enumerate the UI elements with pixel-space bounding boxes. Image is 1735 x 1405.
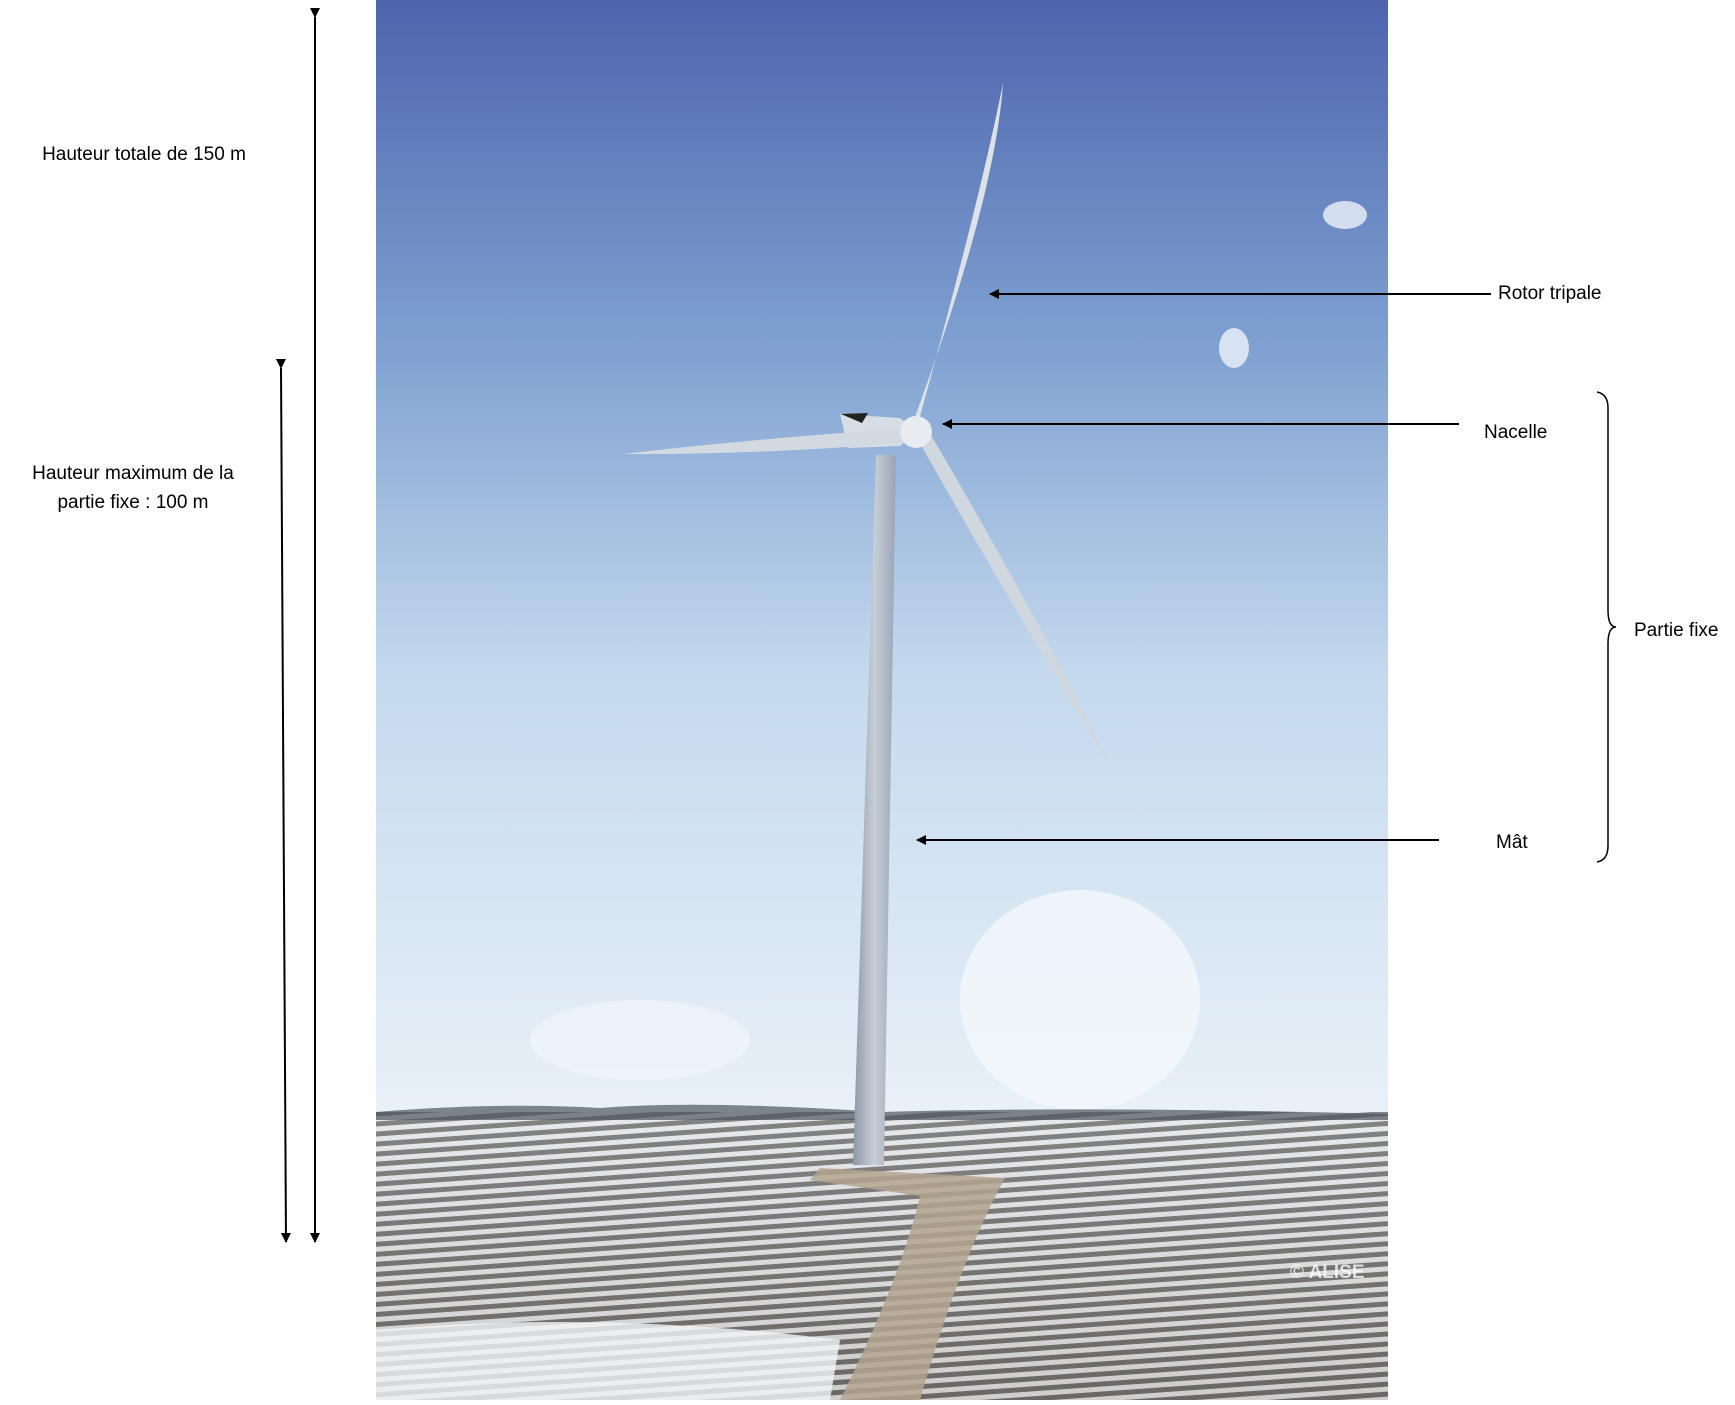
fixed-height-label: Hauteur maximum de la bbox=[32, 463, 234, 484]
nacelle-label: Nacelle bbox=[1484, 422, 1547, 443]
rotor-label: Rotor tripale bbox=[1498, 283, 1602, 304]
wind-turbine bbox=[623, 83, 1110, 1165]
fixed-height-label: partie fixe : 100 m bbox=[57, 492, 208, 513]
photo-credit: © ALISE bbox=[1290, 1262, 1365, 1283]
fixed-part-brace bbox=[1596, 391, 1617, 863]
fixed-part-label: Partie fixe bbox=[1634, 620, 1718, 641]
mast-label: Mât bbox=[1496, 832, 1528, 853]
total-height-label: Hauteur totale de 150 m bbox=[42, 144, 246, 165]
fixed-height-arrow bbox=[275, 358, 291, 1243]
